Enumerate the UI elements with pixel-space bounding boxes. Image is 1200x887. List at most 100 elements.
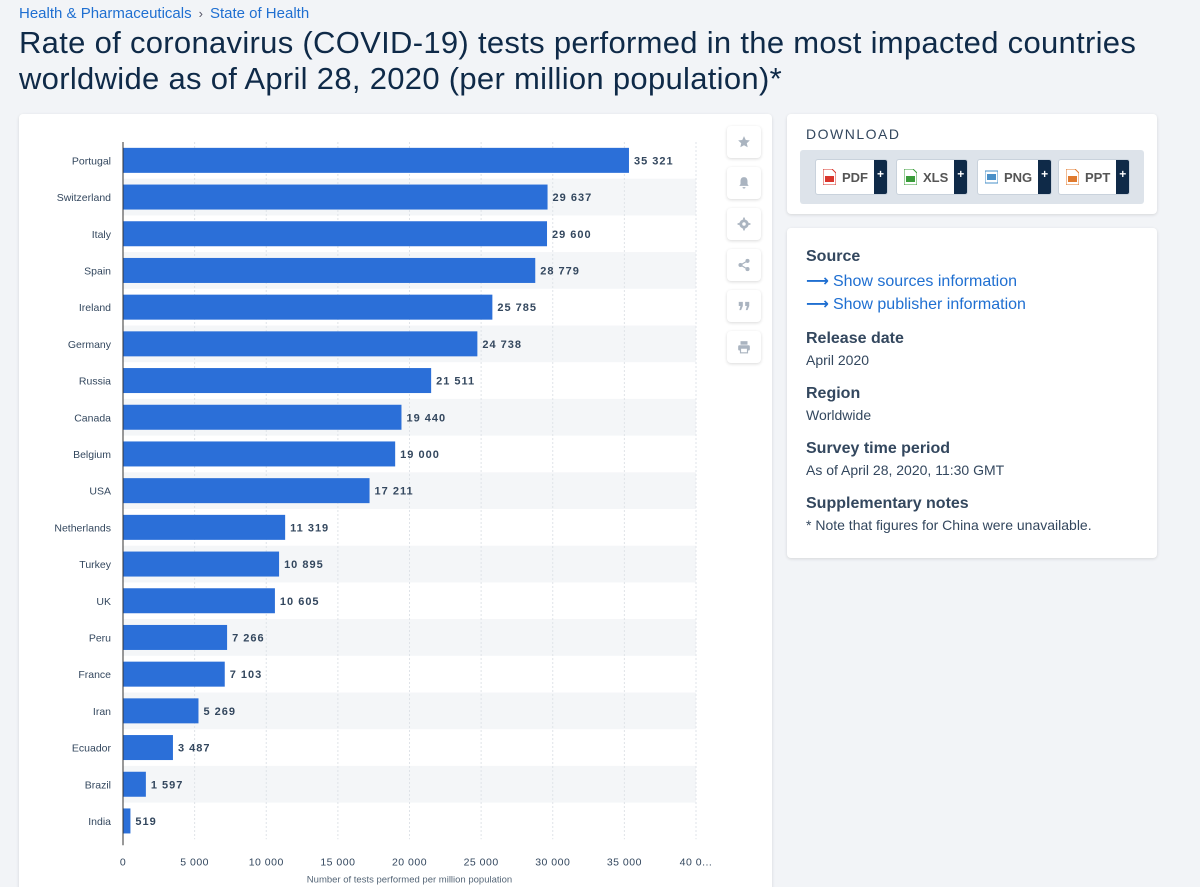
category-label: Brazil — [85, 779, 111, 791]
bar-turkey — [123, 551, 280, 577]
bar-switzerland — [123, 184, 548, 210]
category-label: India — [88, 816, 111, 828]
row-band — [123, 765, 696, 803]
bar-ireland — [123, 294, 493, 320]
bar-belgium — [123, 441, 396, 467]
png-file-icon — [985, 170, 998, 184]
bar-iran — [123, 698, 199, 724]
region-value: Worldwide — [806, 407, 872, 423]
bar-ecuador — [123, 735, 173, 761]
value-label: 519 — [135, 816, 156, 828]
value-label: 24 738 — [482, 339, 522, 351]
show-publisher-link[interactable]: ⟶ Show publisher information — [806, 293, 1138, 316]
category-label: Turkey — [79, 559, 111, 571]
category-label: Canada — [74, 412, 111, 424]
share-button[interactable] — [727, 249, 761, 281]
download-title: DOWNLOAD — [806, 126, 901, 142]
page-title: Rate of coronavirus (COVID-19) tests per… — [19, 25, 1137, 96]
pdf-label: PDF — [842, 169, 868, 185]
ppt-label: PPT — [1085, 169, 1111, 185]
breadcrumb-item-health-pharmaceuticals[interactable]: Health & Pharmaceuticals — [19, 5, 192, 22]
cite-button[interactable] — [727, 290, 761, 322]
notification-button[interactable] — [727, 167, 761, 199]
info-panel: Source ⟶ Show sources information ⟶ Show… — [787, 228, 1157, 558]
x-tick-label: 0 — [120, 856, 126, 868]
bar-spain — [123, 257, 536, 283]
value-label: 19 000 — [400, 449, 440, 461]
category-label: USA — [89, 486, 111, 498]
value-label: 25 785 — [497, 302, 537, 314]
value-label: 10 605 — [280, 596, 320, 608]
category-label: Russia — [79, 376, 111, 388]
share-icon — [738, 258, 750, 272]
show-publisher-text: Show publisher information — [832, 296, 1026, 313]
arrow-right-icon: ⟶ — [806, 273, 829, 290]
value-label: 29 637 — [553, 192, 593, 204]
show-sources-text: Show sources information — [832, 273, 1018, 290]
download-ppt-button[interactable]: PPT + — [1058, 159, 1131, 195]
bar-russia — [123, 368, 432, 394]
value-label: 17 211 — [375, 486, 414, 498]
category-label: France — [78, 669, 111, 681]
category-label: Italy — [92, 229, 112, 241]
x-tick-label: 35 000 — [607, 856, 642, 868]
category-label: Netherlands — [54, 522, 111, 534]
bar-peru — [123, 624, 228, 650]
release-date-label: Release date — [806, 330, 904, 347]
value-label: 7 266 — [232, 632, 265, 644]
value-label: 7 103 — [230, 669, 263, 681]
arrow-right-icon: ⟶ — [806, 296, 829, 313]
pdf-plus[interactable]: + — [874, 160, 887, 194]
gear-icon — [737, 217, 751, 231]
value-label: 1 597 — [151, 779, 184, 791]
settings-button[interactable] — [727, 208, 761, 240]
xls-plus[interactable]: + — [954, 160, 968, 194]
quote-icon — [738, 301, 750, 311]
category-label: Belgium — [73, 449, 111, 461]
png-label: PNG — [1004, 169, 1033, 185]
category-label: Ecuador — [72, 743, 112, 755]
bar-india — [123, 808, 131, 834]
show-sources-link[interactable]: ⟶ Show sources information — [806, 270, 1138, 293]
supplementary-notes-label: Supplementary notes — [806, 495, 969, 512]
category-label: Switzerland — [57, 192, 111, 204]
x-tick-label: 15 000 — [320, 856, 355, 868]
favorite-button[interactable] — [727, 126, 761, 158]
x-tick-label: 10 000 — [249, 856, 284, 868]
bar-chart: Portugal 35 321 Switzerland 29 637 Italy 29 6… — [54, 142, 713, 885]
xls-file-icon — [904, 169, 917, 185]
ppt-plus[interactable]: + — [1116, 160, 1130, 194]
breadcrumb-item-state-of-health[interactable]: State of Health — [209, 5, 310, 22]
value-label: 28 779 — [540, 265, 580, 277]
print-button[interactable] — [727, 331, 761, 363]
download-panel: DOWNLOAD PDF + XLS + PNG + — [787, 114, 1157, 214]
x-tick-label: 30 000 — [535, 856, 570, 868]
value-label: 11 319 — [290, 522, 329, 534]
download-pdf-button[interactable]: PDF + — [815, 159, 888, 195]
x-tick-label: 5 000 — [180, 856, 209, 868]
x-tick-label: 25 000 — [464, 856, 499, 868]
bar-portugal — [123, 147, 629, 173]
bar-usa — [123, 478, 370, 504]
bar-netherlands — [123, 514, 286, 540]
bell-icon — [739, 177, 749, 189]
category-label: Spain — [84, 265, 111, 277]
bar-italy — [123, 221, 548, 247]
release-date-value: April 2020 — [806, 352, 870, 368]
x-tick-label: 40 0... — [680, 856, 713, 868]
supplementary-notes-value: * Note that figures for China were unava… — [806, 517, 1092, 533]
ppt-file-icon — [1066, 169, 1079, 185]
category-label: Iran — [93, 706, 111, 718]
star-icon — [738, 136, 750, 148]
value-label: 19 440 — [406, 412, 446, 424]
pdf-file-icon — [823, 169, 836, 185]
download-xls-button[interactable]: XLS + — [896, 159, 969, 195]
chart-card: Portugal 35 321 Switzerland 29 637 Italy 29 6… — [19, 114, 772, 887]
download-png-button[interactable]: PNG + — [977, 159, 1053, 195]
category-label: Ireland — [79, 302, 111, 314]
category-label: Germany — [68, 339, 112, 351]
category-label: Peru — [89, 632, 111, 644]
source-label: Source — [806, 248, 861, 265]
png-plus[interactable]: + — [1038, 160, 1052, 194]
chart-toolbar — [727, 126, 761, 372]
